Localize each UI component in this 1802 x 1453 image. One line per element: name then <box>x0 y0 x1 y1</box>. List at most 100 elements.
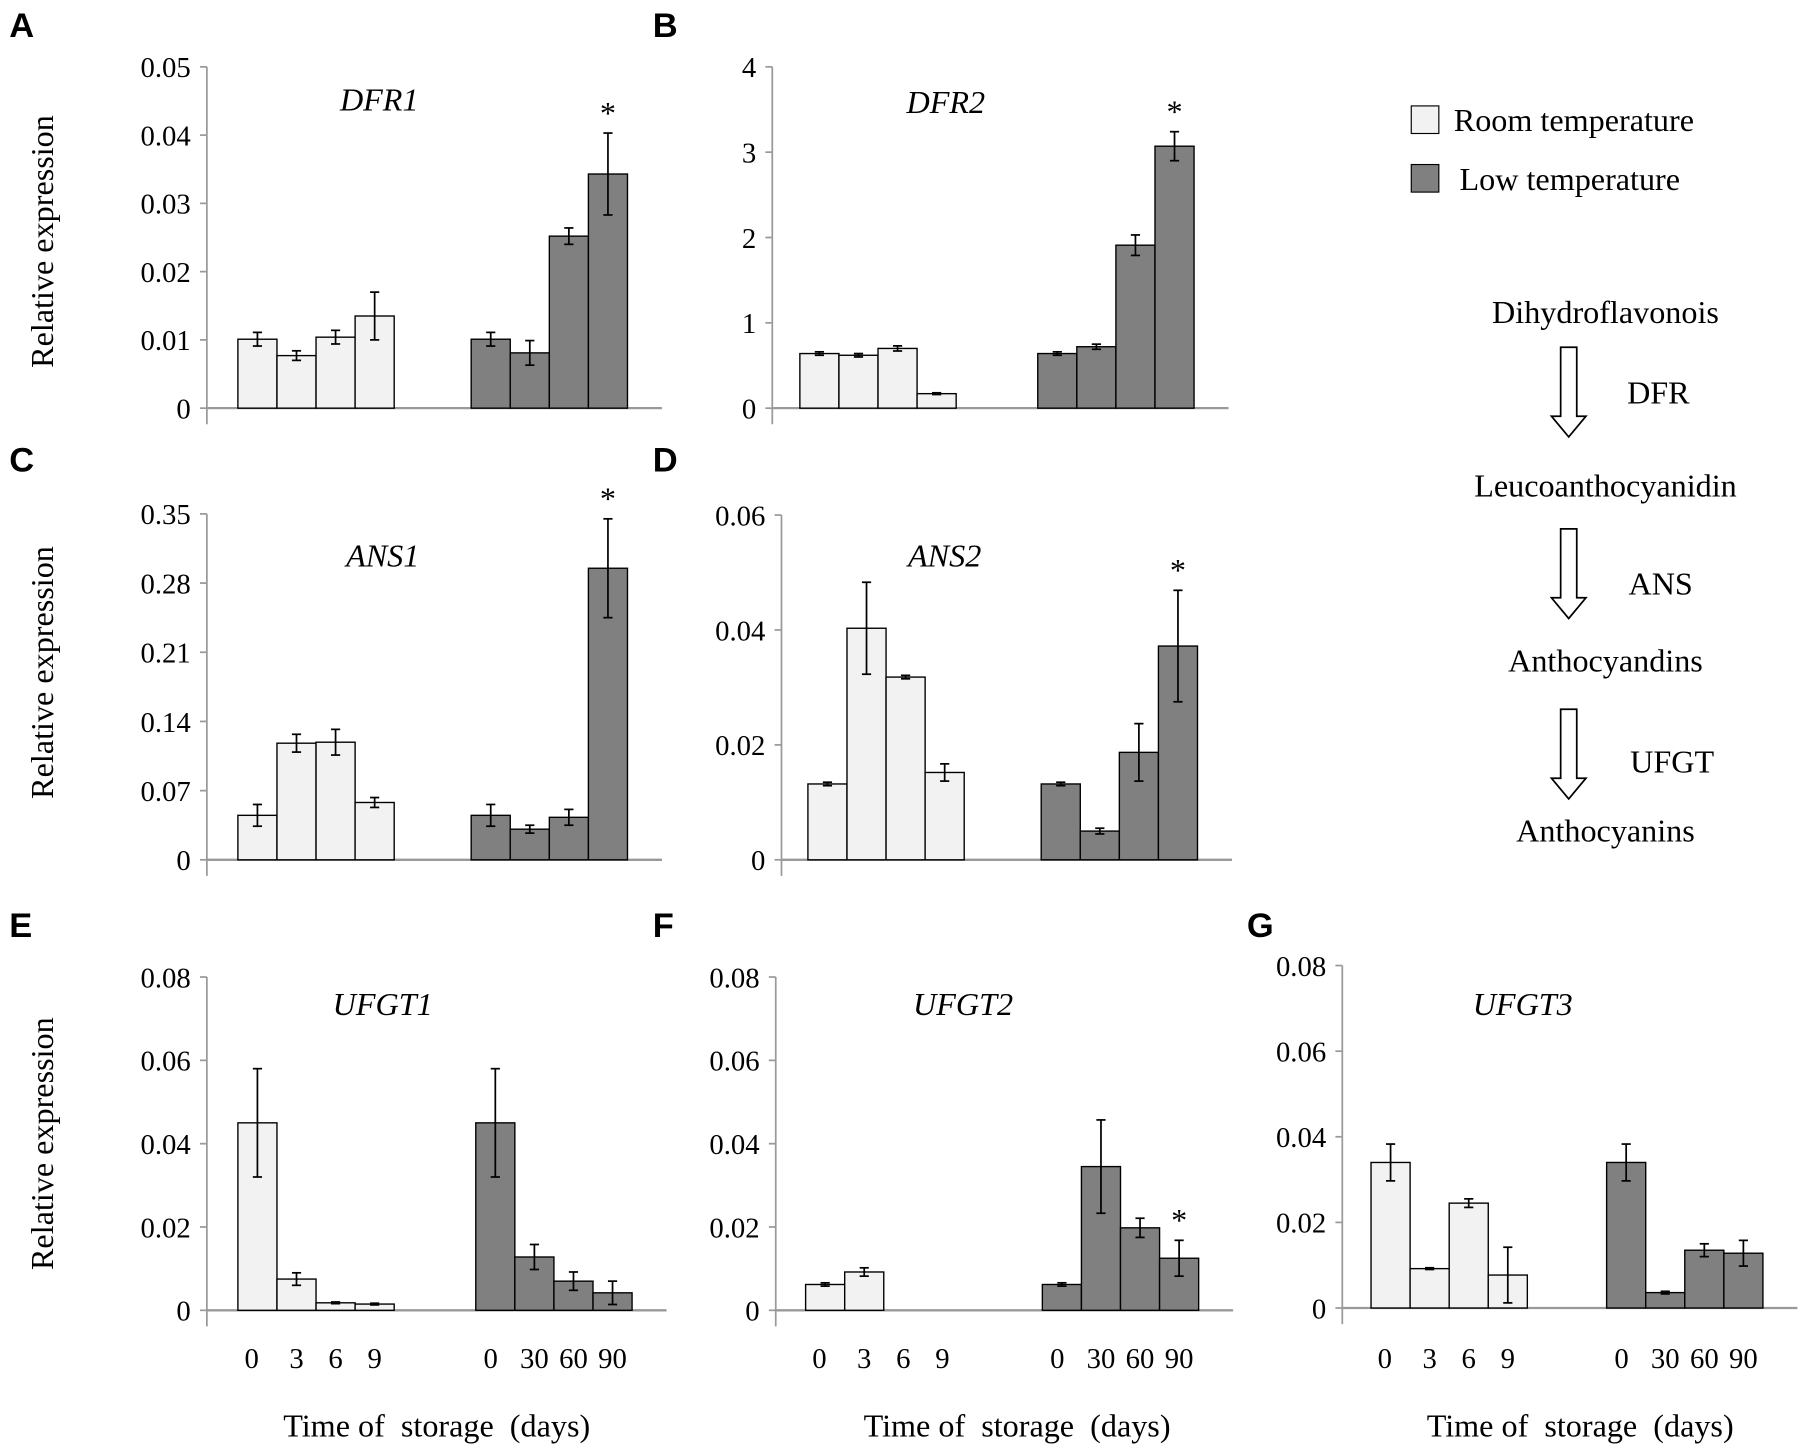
y-tick-label: 0.04 <box>141 120 191 152</box>
x-tick-label: 9 <box>1501 1343 1515 1375</box>
x-tick-label: 60 <box>1126 1343 1155 1375</box>
bar <box>1041 1283 1083 1312</box>
bar <box>799 352 840 409</box>
y-tick-label: 2 <box>742 223 756 255</box>
chart-panel-d: D ANS2 0 0.02 0.04 0.06 * <box>653 441 1232 877</box>
x-tick-label: 30 <box>520 1343 549 1375</box>
y-tick-label: 0 <box>1312 1293 1326 1325</box>
pathway-step: Anthocyanins <box>1516 812 1695 848</box>
y-tick-label: 0.04 <box>141 1129 191 1161</box>
pathway-step: Dihydroflavonois <box>1492 294 1719 330</box>
legend-swatch-low <box>1410 163 1440 193</box>
chart-title: DFR1 <box>339 82 419 118</box>
pathway-step: Anthocyandins <box>1508 642 1703 678</box>
panel-label: G <box>1247 907 1274 945</box>
pathway-enzyme: UFGT <box>1630 743 1714 779</box>
bar <box>804 1283 846 1312</box>
x-tick-label: 6 <box>896 1343 910 1375</box>
panel-label: B <box>653 7 678 45</box>
x-tick-label: 0 <box>812 1343 826 1375</box>
y-tick-label: 0.08 <box>709 962 759 994</box>
y-tick-label: 0 <box>176 394 190 426</box>
bar <box>1115 244 1156 409</box>
y-tick-label: 0.04 <box>715 615 765 647</box>
bar <box>1448 1202 1489 1309</box>
y-tick-label: 0 <box>751 845 765 877</box>
legend-label-low: Low temperature <box>1460 161 1681 197</box>
bar <box>276 354 317 409</box>
y-tick-label: 0.35 <box>141 499 191 531</box>
pathway-diagram: Dihydroflavonois Leucoanthocyanidin Anth… <box>1474 294 1737 848</box>
y-tick-label: 0.06 <box>715 500 765 532</box>
x-tick-label: 0 <box>245 1343 259 1375</box>
bar <box>885 676 926 861</box>
bar <box>315 336 356 409</box>
chart-title: ANS1 <box>344 538 419 574</box>
y-tick-label: 0.02 <box>141 1212 191 1244</box>
y-tick-label: 0.28 <box>141 568 191 600</box>
y-tick-label: 0.05 <box>141 52 191 84</box>
bar <box>1037 352 1078 409</box>
x-tick-label: 6 <box>1462 1343 1476 1375</box>
bar <box>509 828 551 861</box>
bar <box>843 1271 885 1312</box>
panel-label: A <box>9 7 34 45</box>
bar <box>1645 1291 1686 1309</box>
y-tick-label: 0 <box>176 1296 190 1328</box>
bar <box>315 741 356 861</box>
significance-star: * <box>600 481 616 517</box>
x-tick-label: 90 <box>1729 1343 1758 1375</box>
y-tick-label: 0.06 <box>709 1046 759 1078</box>
significance-star: * <box>600 95 616 131</box>
x-tick-label: 0 <box>1614 1343 1628 1375</box>
y-axis-label: Relative expression <box>24 546 60 799</box>
y-tick-label: 0.02 <box>709 1212 759 1244</box>
y-tick-label: 0.02 <box>141 257 191 289</box>
chart-title: UFGT2 <box>913 986 1013 1022</box>
y-tick-label: 0.01 <box>141 325 191 357</box>
x-tick-label: 30 <box>1651 1343 1680 1375</box>
y-tick-label: 0.02 <box>715 730 765 762</box>
y-tick-label: 3 <box>742 138 756 170</box>
chart-panel-a: A DFR1 0 0.01 0.02 0.03 0.04 0.05 Relative expre… <box>9 7 662 426</box>
bar <box>1605 1161 1647 1309</box>
y-tick-label: 0 <box>176 845 190 877</box>
y-tick-label: 0.14 <box>141 707 191 739</box>
bar <box>924 771 965 861</box>
y-axis-label: Relative expression <box>24 115 60 368</box>
y-tick-label: 0.08 <box>141 962 191 994</box>
x-tick-label: 9 <box>935 1343 949 1375</box>
x-tick-label: 90 <box>598 1343 627 1375</box>
bar <box>237 338 278 409</box>
y-tick-label: 0.06 <box>141 1046 191 1078</box>
y-axis-label: Relative expression <box>24 1017 60 1270</box>
y-tick-label: 0.04 <box>709 1129 759 1161</box>
x-axis-label: Time of storage (days) <box>864 1408 1171 1444</box>
bar <box>916 392 957 409</box>
x-tick-label: 0 <box>1378 1343 1392 1375</box>
bar <box>1370 1161 1411 1309</box>
bar <box>470 338 511 409</box>
bar <box>276 742 317 861</box>
bar <box>354 801 395 861</box>
chart-panel-c: C ANS1 0 0.07 0.14 0.21 0.28 0.35 Relative expre… <box>9 441 662 877</box>
chart-title: UFGT3 <box>1473 986 1573 1022</box>
bar <box>548 235 590 409</box>
panel-label: E <box>9 907 32 945</box>
x-tick-label: 90 <box>1165 1343 1194 1375</box>
arrow-down-icon <box>1549 708 1588 801</box>
chart-panel-b: B DFR2 0 1 2 3 4 * <box>653 7 1229 426</box>
bar <box>877 347 918 409</box>
pathway-enzyme: DFR <box>1627 375 1690 411</box>
x-axis-label: Time of storage (days) <box>1427 1408 1734 1444</box>
y-tick-label: 4 <box>742 52 756 84</box>
bar <box>1409 1267 1450 1309</box>
bar <box>838 354 879 409</box>
y-tick-label: 1 <box>742 308 756 340</box>
bar <box>1040 783 1081 861</box>
panel-label: C <box>9 441 34 479</box>
x-tick-label: 3 <box>289 1343 303 1375</box>
x-tick-label: 3 <box>857 1343 871 1375</box>
